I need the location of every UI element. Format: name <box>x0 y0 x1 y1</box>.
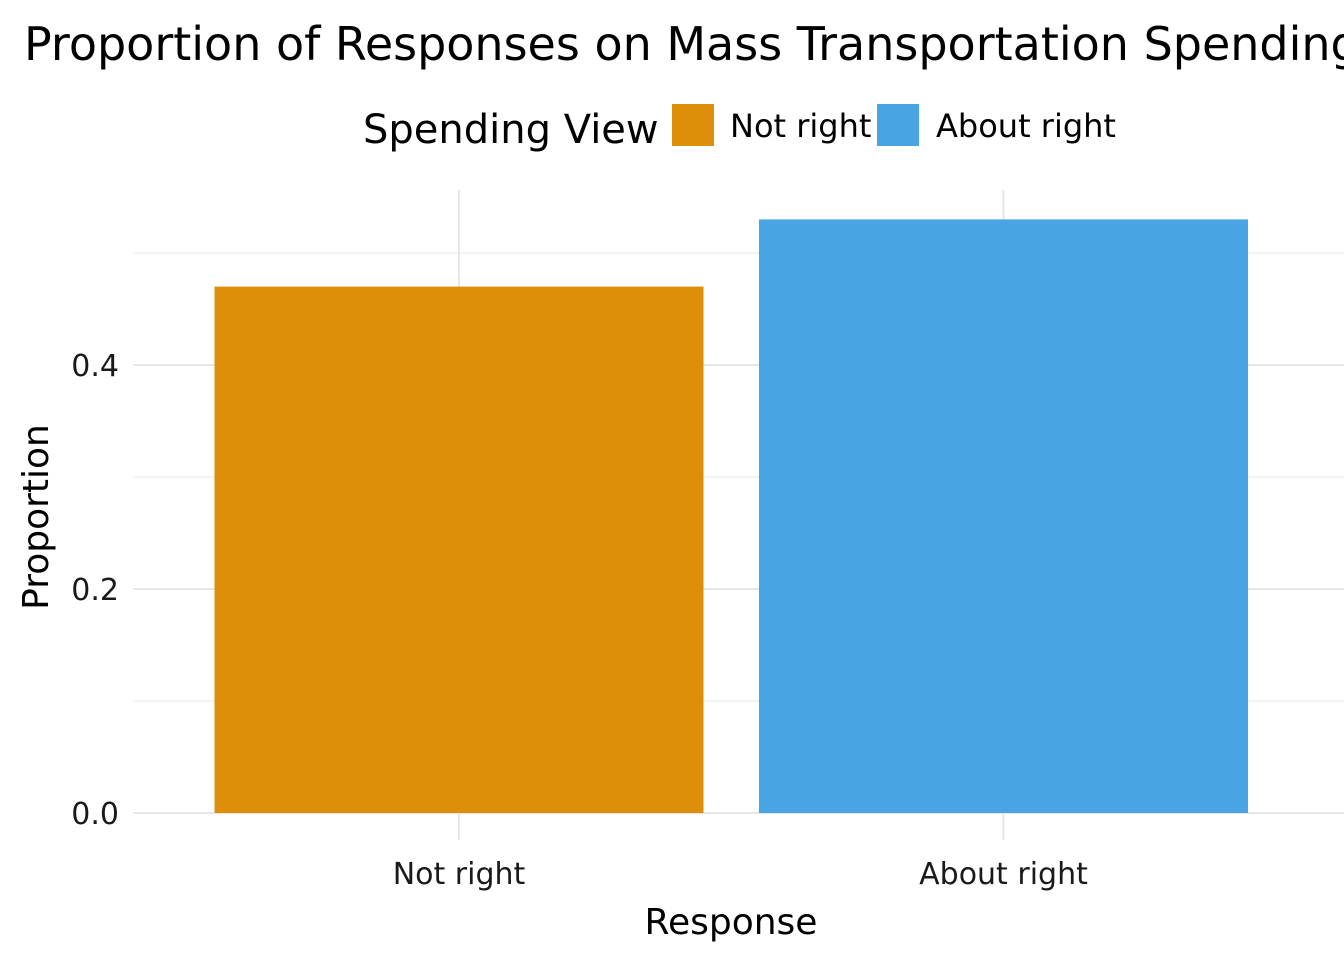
bar-about-right <box>759 219 1248 813</box>
legend-swatch-about-right <box>877 104 919 146</box>
y-axis-tick-labels: 0.0 0.2 0.4 <box>71 349 119 832</box>
legend-label-about-right: About right <box>936 107 1116 145</box>
legend-swatch-not-right <box>672 104 714 146</box>
y-axis-title: Proportion <box>16 424 57 610</box>
x-tick-label: About right <box>919 857 1088 892</box>
bars <box>214 219 1248 814</box>
x-tick-label: Not right <box>393 857 526 892</box>
y-tick-label: 0.2 <box>71 573 119 608</box>
y-tick-label: 0.4 <box>71 349 119 384</box>
legend-title: Spending View <box>363 107 659 153</box>
chart-title: Proportion of Responses on Mass Transpor… <box>24 17 1344 71</box>
y-tick-label: 0.0 <box>71 797 119 832</box>
bar-not-right <box>214 286 704 814</box>
legend: Spending View Not right About right <box>363 104 1116 153</box>
legend-label-not-right: Not right <box>730 107 871 145</box>
x-axis-title: Response <box>645 902 818 943</box>
x-axis-tick-labels: Not right About right <box>393 857 1088 892</box>
